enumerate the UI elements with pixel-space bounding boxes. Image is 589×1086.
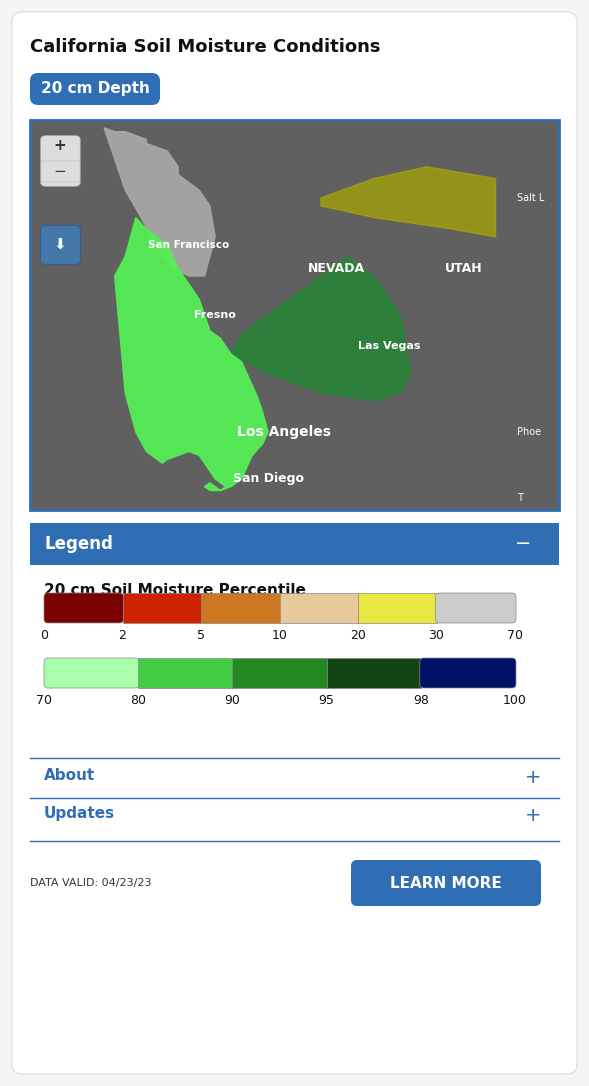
Bar [358,593,436,623]
Text: About: About [44,768,95,783]
Text: 100: 100 [503,694,527,707]
FancyBboxPatch shape [420,658,516,689]
Text: 90: 90 [224,694,240,707]
Text: 98: 98 [413,694,429,707]
Polygon shape [231,256,411,401]
Text: −: − [54,164,67,179]
Text: 70: 70 [36,694,52,707]
Bar [30,119,559,510]
Bar [41,161,80,182]
Text: +: + [54,138,67,153]
Bar [30,523,559,565]
FancyBboxPatch shape [351,860,541,906]
Text: ⬇: ⬇ [54,238,67,252]
Bar [201,593,280,623]
FancyBboxPatch shape [30,73,160,105]
Text: Fresno: Fresno [194,310,236,320]
Bar [326,658,421,689]
FancyBboxPatch shape [12,12,577,1074]
Text: 10: 10 [272,629,287,642]
Text: Los Angeles: Los Angeles [237,425,331,439]
Text: 80: 80 [130,694,146,707]
Text: NEVADA: NEVADA [308,262,365,275]
Polygon shape [115,217,268,491]
Text: +: + [524,806,541,825]
FancyBboxPatch shape [44,593,124,623]
Text: 20 cm Soil Moisture Percentile: 20 cm Soil Moisture Percentile [44,583,306,598]
Text: +: + [524,768,541,787]
FancyBboxPatch shape [41,225,80,264]
Text: Phoe: Phoe [517,427,541,437]
Polygon shape [104,128,215,276]
Text: 70: 70 [507,629,523,642]
Text: Las Vegas: Las Vegas [359,341,421,351]
Text: Updates: Updates [44,806,115,821]
Bar [233,658,326,689]
FancyBboxPatch shape [435,593,516,623]
Text: DATA VALID: 04/23/23: DATA VALID: 04/23/23 [30,877,151,888]
Text: −: − [515,534,531,554]
Text: 20: 20 [350,629,366,642]
Text: California Soil Moisture Conditions: California Soil Moisture Conditions [30,38,380,56]
Text: T: T [517,493,522,503]
Bar [280,593,358,623]
FancyBboxPatch shape [44,658,139,689]
Text: 2: 2 [118,629,127,642]
Text: Salt L: Salt L [517,193,544,203]
Text: 95: 95 [319,694,335,707]
Text: 20 cm Depth: 20 cm Depth [41,81,150,97]
Polygon shape [321,167,495,237]
Text: 0: 0 [40,629,48,642]
Text: 30: 30 [429,629,445,642]
Text: 5: 5 [197,629,205,642]
Text: Legend: Legend [44,535,113,553]
FancyBboxPatch shape [41,136,80,187]
Text: UTAH: UTAH [445,262,482,275]
Bar [123,593,201,623]
Bar [138,658,233,689]
Text: San Diego: San Diego [233,472,303,485]
Text: LEARN MORE: LEARN MORE [390,875,502,891]
Text: San Francisco: San Francisco [148,240,229,250]
